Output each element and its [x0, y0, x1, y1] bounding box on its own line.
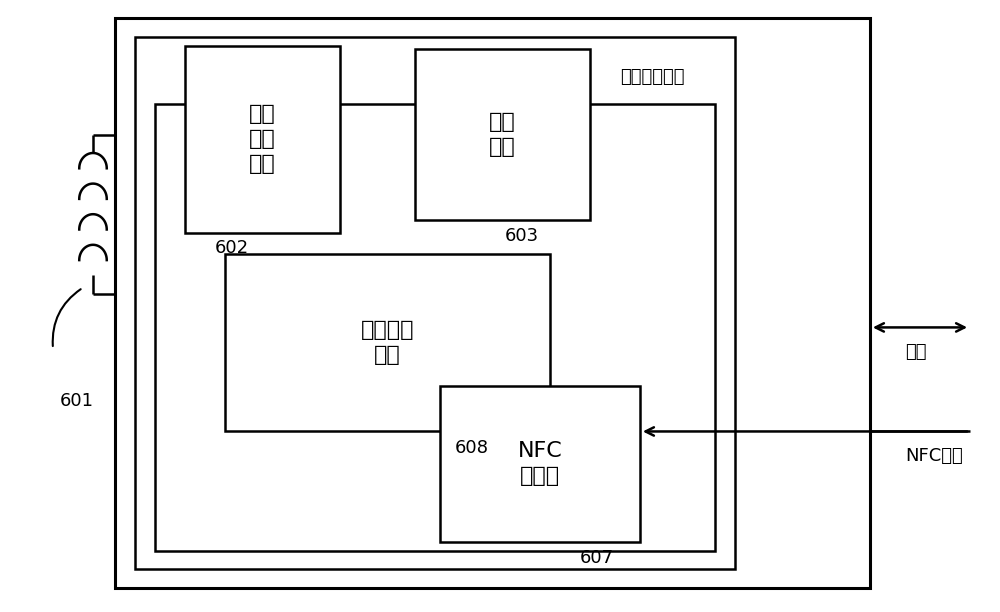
Text: 天线
匹配
模块: 天线 匹配 模块: [249, 105, 276, 174]
Bar: [185, 46, 340, 233]
Text: 整流
模块: 整流 模块: [489, 112, 516, 157]
Bar: [155, 104, 715, 551]
Text: 602: 602: [215, 239, 249, 257]
Text: NFC数据: NFC数据: [905, 447, 963, 465]
Text: 谐振控制
模块: 谐振控制 模块: [361, 320, 414, 365]
Text: 603: 603: [505, 226, 539, 245]
Bar: [135, 37, 735, 569]
Text: 整流直流电压: 整流直流电压: [620, 67, 684, 86]
Bar: [415, 49, 590, 220]
Text: NFC
控制器: NFC 控制器: [518, 441, 562, 486]
Text: 控制: 控制: [905, 343, 926, 361]
Bar: [440, 386, 640, 542]
Bar: [225, 254, 550, 431]
Text: 601: 601: [60, 392, 94, 410]
Text: 607: 607: [580, 549, 614, 567]
Bar: [115, 18, 870, 588]
Text: 608: 608: [455, 439, 489, 457]
